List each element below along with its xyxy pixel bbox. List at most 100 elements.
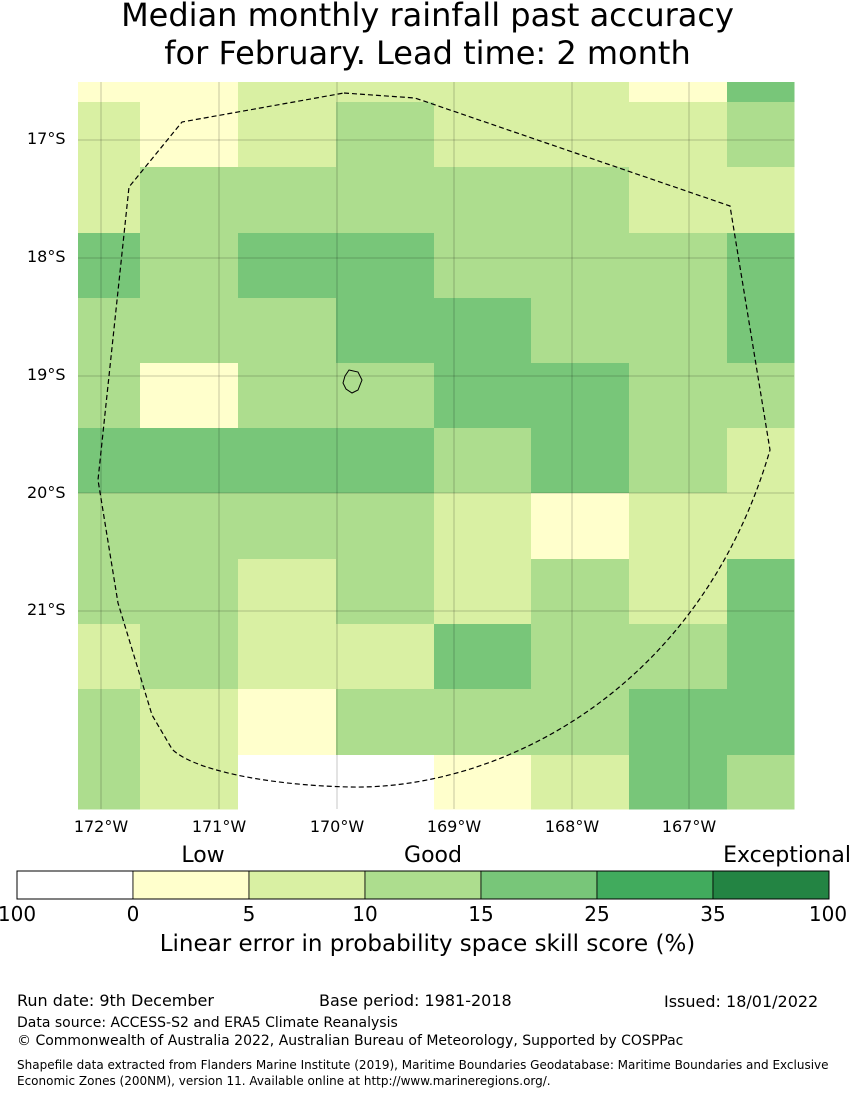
grid-cell xyxy=(336,233,435,299)
grid-cell xyxy=(238,559,337,625)
grid-cell xyxy=(336,102,435,168)
colorbar-segment xyxy=(248,870,366,900)
map-title: Median monthly rainfall past accuracy fo… xyxy=(0,0,855,72)
grid-cell xyxy=(434,624,532,690)
grid-cell xyxy=(629,298,728,364)
grid-cell xyxy=(140,689,239,756)
grid-cell xyxy=(336,755,435,810)
lon-label-169: 169°W xyxy=(426,817,482,836)
grid-cell xyxy=(238,755,337,810)
grid-cell xyxy=(629,233,728,299)
grid-cell xyxy=(629,102,728,168)
grid-cell xyxy=(629,755,728,810)
run-date: Run date: 9th December xyxy=(17,991,214,1010)
lon-label-168: 168°W xyxy=(544,817,600,836)
lat-label-21: 21°S xyxy=(27,600,66,619)
grid-cell xyxy=(78,755,141,810)
colorbar-tick: 0 xyxy=(126,902,140,926)
grid-cell xyxy=(140,624,239,690)
lon-label-171: 171°W xyxy=(191,817,247,836)
grid-cell xyxy=(434,233,532,299)
grid-cell xyxy=(434,689,532,756)
grid-cell xyxy=(140,493,239,560)
grid-cell xyxy=(140,102,239,168)
grid-cell xyxy=(434,102,532,168)
grid-cell xyxy=(727,102,795,168)
grid-cell xyxy=(531,298,630,364)
grid-cell xyxy=(336,689,435,756)
grid-cell xyxy=(531,689,630,756)
grid-cell xyxy=(727,82,795,103)
grid-cell xyxy=(727,755,795,810)
grid-cell xyxy=(336,624,435,690)
grid-cell xyxy=(140,298,239,364)
eez-boundary xyxy=(97,92,771,788)
colorbar-segment xyxy=(596,870,714,900)
grid-cell xyxy=(434,298,532,364)
grid-cell xyxy=(336,363,435,429)
grid-cell xyxy=(140,82,239,103)
lat-label-17: 17°S xyxy=(27,129,66,148)
colorbar-tick: 10 xyxy=(352,902,378,926)
grid-cell xyxy=(727,167,795,234)
grid-cell xyxy=(140,363,239,429)
grid-cell xyxy=(434,428,532,494)
grid-cell xyxy=(727,233,795,299)
colorbar-tick: 35 xyxy=(700,902,726,926)
grid-cell xyxy=(629,363,728,429)
issued-date: Issued: 18/01/2022 xyxy=(664,992,819,1011)
lat-label-19: 19°S xyxy=(27,365,66,384)
grid-cell xyxy=(238,233,337,299)
grid-cell xyxy=(531,755,630,810)
grid-cell xyxy=(78,102,141,168)
grid-cell xyxy=(531,559,630,625)
grid-cell xyxy=(78,428,141,494)
grid-cell xyxy=(434,755,532,810)
niue-island-outline xyxy=(342,369,363,394)
category-low: Low xyxy=(181,843,225,868)
colorbar-segment xyxy=(16,870,134,900)
data-source: Data source: ACCESS-S2 and ERA5 Climate … xyxy=(17,1015,398,1031)
grid-cell xyxy=(531,493,630,560)
grid-cell xyxy=(238,167,337,234)
grid-cell xyxy=(727,493,795,560)
grid-cell xyxy=(531,363,630,429)
grid-cell xyxy=(140,233,239,299)
grid-cell xyxy=(78,82,141,103)
grid-cell xyxy=(78,689,141,756)
lon-label-167: 167°W xyxy=(661,817,717,836)
category-exceptional: Exceptional xyxy=(723,843,851,868)
grid-cell xyxy=(629,167,728,234)
grid-cell xyxy=(531,82,630,103)
grid-cell xyxy=(238,298,337,364)
colorbar-segment xyxy=(132,870,250,900)
grid-cell xyxy=(434,559,532,625)
shapefile-credit: Shapefile data extracted from Flanders M… xyxy=(17,1058,829,1088)
copyright: © Commonwealth of Australia 2022, Austra… xyxy=(17,1033,684,1049)
grid-cell xyxy=(78,233,141,299)
grid-cell xyxy=(727,298,795,364)
colorbar-tick: 25 xyxy=(584,902,610,926)
grid-cell xyxy=(629,428,728,494)
colorbar-tick: 15 xyxy=(468,902,494,926)
grid-cell xyxy=(238,363,337,429)
grid-cell xyxy=(727,559,795,625)
grid-cell xyxy=(140,755,239,810)
grid-cell xyxy=(336,167,435,234)
grid-cell xyxy=(629,493,728,560)
grid-cell xyxy=(531,233,630,299)
lon-label-170: 170°W xyxy=(309,817,365,836)
grid-cell xyxy=(336,559,435,625)
grid-cell xyxy=(78,167,141,234)
grid-cell xyxy=(140,167,239,234)
grid-cell xyxy=(238,493,337,560)
grid-cell xyxy=(78,624,141,690)
colorbar-tick: 100 xyxy=(0,902,37,926)
grid-cell xyxy=(238,102,337,168)
grid-cell xyxy=(434,167,532,234)
colorbar xyxy=(16,870,830,900)
grid-cell xyxy=(238,689,337,756)
grid-cell xyxy=(140,559,239,625)
base-period: Base period: 1981-2018 xyxy=(319,991,512,1010)
grid-cell xyxy=(531,102,630,168)
